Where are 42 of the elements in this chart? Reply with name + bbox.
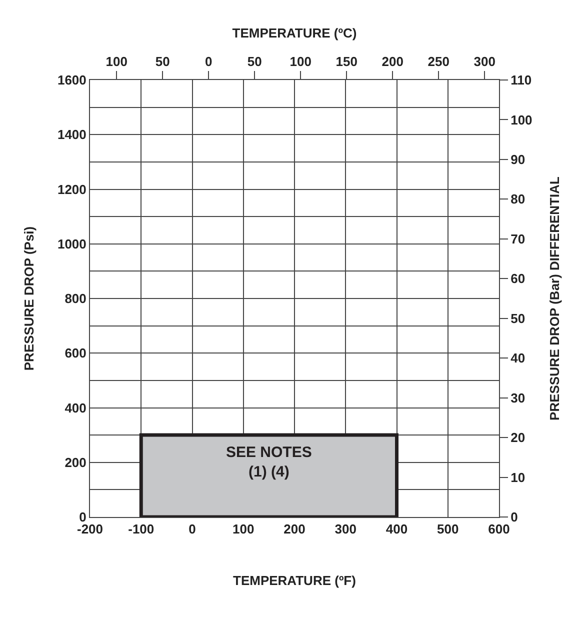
y2-tick-label: 40	[510, 350, 526, 366]
y2-tick-label: 80	[510, 192, 526, 207]
x-tick-label: 0	[188, 522, 196, 537]
y-tick-label: 1400	[57, 127, 86, 142]
y-axis-title: PRESSURE DROP (Psi)	[21, 226, 36, 371]
y2-tick-label: 0	[510, 510, 518, 525]
x2-tick-label: 100	[290, 54, 312, 69]
y2-tick-label: 30	[510, 390, 526, 406]
x2-tick-label: 100	[106, 54, 128, 69]
x2-tick-label: 50	[155, 54, 170, 69]
y2-tick-label: 90	[510, 152, 526, 167]
y2-tick-label: 110	[510, 72, 532, 88]
x2-tick-label: 0	[204, 54, 212, 69]
x-tick-label: 400	[386, 522, 408, 537]
x-tick-label: 100	[232, 522, 254, 537]
y2-tick-label: 10	[510, 470, 526, 485]
x2-tick-label: 300	[474, 54, 496, 69]
x-tick-label: 600	[488, 522, 510, 537]
x-tick-label: 300	[334, 522, 356, 537]
x2-tick-label: 50	[247, 54, 262, 69]
y2-tick-label: 50	[510, 310, 526, 326]
y-tick-label: 200	[64, 454, 86, 470]
x-tick-label: -100	[128, 522, 154, 537]
y-tick-label: 400	[64, 400, 86, 416]
x2-tick-label: 150	[336, 54, 358, 69]
y-tick-label: 800	[64, 291, 86, 306]
annotation: SEE NOTES (1) (4)	[226, 444, 312, 480]
y2-axis-title: PRESSURE DROP (Bar) DIFFERENTIAL	[546, 176, 562, 420]
x-tick-label: 500	[437, 522, 459, 537]
x2-tick-label: 250	[428, 54, 450, 69]
x2-tick-label: 200	[382, 54, 404, 69]
x-tick-label: 200	[284, 522, 306, 537]
y-tick-label: 600	[64, 346, 86, 361]
y2-tick-label: 20	[510, 430, 526, 446]
y-tick-label: 1600	[57, 72, 86, 88]
y2-tick-label: 70	[510, 231, 526, 246]
y-tick-label: 1000	[57, 236, 86, 252]
y2-tick-label: 60	[510, 271, 526, 286]
y2-tick-label: 100	[510, 112, 532, 128]
x-axis-title: TEMPERATURE (ºF)	[233, 573, 356, 588]
x2-axis-title: TEMPERATURE (ºC)	[232, 26, 357, 41]
y-tick-label: 1200	[57, 182, 86, 197]
